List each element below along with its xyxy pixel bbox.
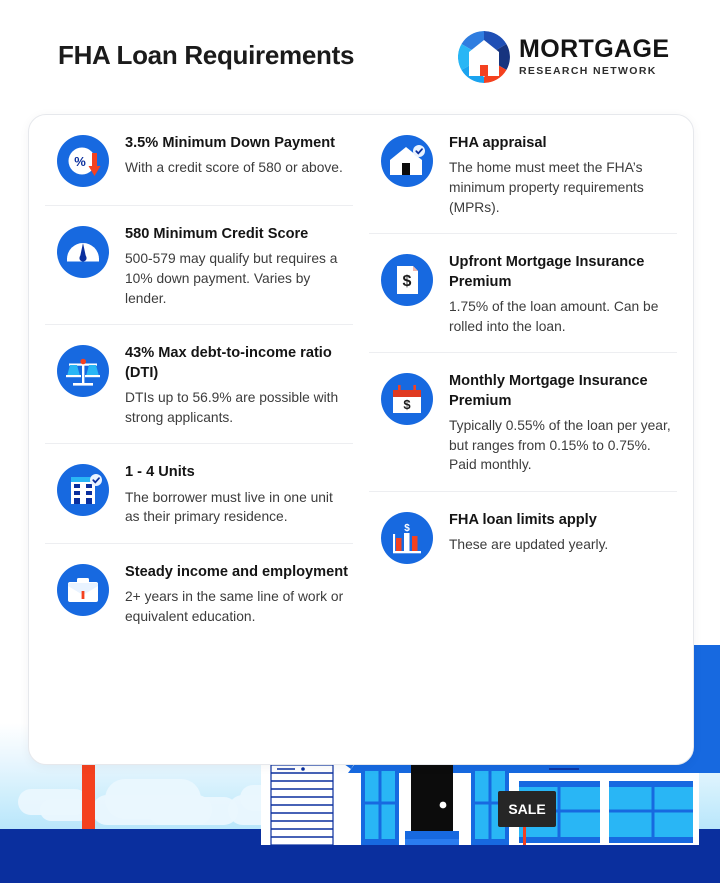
item-heading: FHA appraisal xyxy=(449,135,547,151)
apartment-building-check-icon xyxy=(55,462,111,518)
item-body: The borrower must live in one unit as th… xyxy=(125,489,333,525)
item-body: With a credit score of 580 or above. xyxy=(125,160,343,176)
briefcase-icon xyxy=(55,562,111,618)
item-body: 1.75% of the loan amount. Can be rolled … xyxy=(449,298,659,334)
item-body: 500-579 may qualify but requires a 10% d… xyxy=(125,251,338,306)
percent-down-arrow-icon: % xyxy=(55,133,111,189)
item-body: 2+ years in the same line of work or equ… xyxy=(125,589,344,624)
calendar-dollar-icon: $ xyxy=(379,371,435,427)
item-text: 3.5% Minimum Down Payment With a credit … xyxy=(125,133,351,189)
item-text: 1 - 4 Units The borrower must live in on… xyxy=(125,462,351,527)
item-heading: Steady income and employment xyxy=(125,563,349,580)
requirements-card: % 3.5% Minimum Down Payment With a credi… xyxy=(28,114,694,765)
cloud xyxy=(40,799,90,821)
requirement-item-monthly-mip: $ Monthly Mortgage Insurance Premium Typ… xyxy=(369,352,677,491)
item-heading: 43% Max debt-to-income ratio (DTI) xyxy=(125,345,332,381)
sale-sign-label: SALE xyxy=(508,801,545,817)
item-text: FHA loan limits apply These are updated … xyxy=(449,510,675,566)
brand-logo: MORTGAGE RESEARCH NETWORK xyxy=(458,31,669,83)
svg-text:$: $ xyxy=(403,273,412,290)
header: FHA Loan Requirements xyxy=(0,0,720,105)
item-heading: 3.5% Minimum Down Payment xyxy=(125,135,336,151)
item-body: The home must meet the FHA’s minimum pro… xyxy=(449,160,644,215)
gauge-house-logo-icon xyxy=(458,31,510,83)
requirement-item-appraisal: FHA appraisal The home must meet the FHA… xyxy=(369,115,677,233)
item-body: DTIs up to 56.9% are possible with stron… xyxy=(125,389,339,425)
bar-chart-dollar-icon: $ xyxy=(379,510,435,566)
requirement-item-credit-score: 580 Minimum Credit Score 500-579 may qua… xyxy=(45,205,353,324)
requirement-item-upfront-mip: $ Upfront Mortgage Insurance Premium 1.7… xyxy=(369,233,677,352)
svg-text:$: $ xyxy=(404,523,410,534)
right-column: FHA appraisal The home must meet the FHA… xyxy=(361,115,693,764)
item-heading: Upfront Mortgage Insurance Premium xyxy=(449,254,645,290)
requirement-item-down-payment: % 3.5% Minimum Down Payment With a credi… xyxy=(45,115,353,205)
item-heading: FHA loan limits apply xyxy=(449,511,597,528)
item-body: Typically 0.55% of the loan per year, bu… xyxy=(449,417,671,473)
item-text: FHA appraisal The home must meet the FHA… xyxy=(449,133,675,217)
requirement-item-units: 1 - 4 Units The borrower must live in on… xyxy=(45,443,353,543)
requirement-item-income: Steady income and employment 2+ years in… xyxy=(45,542,353,643)
dollar-document-icon: $ xyxy=(379,252,435,308)
item-heading: 580 Minimum Credit Score xyxy=(125,226,309,242)
requirement-item-loan-limits: $ FHA loan limits apply These are update… xyxy=(369,490,677,582)
credit-score-gauge-icon xyxy=(55,224,111,280)
flagpole-body xyxy=(82,749,95,829)
item-text: 43% Max debt-to-income ratio (DTI) DTIs … xyxy=(125,343,351,427)
balance-scales-icon xyxy=(55,343,111,399)
svg-text:$: $ xyxy=(403,397,411,412)
item-text: 580 Minimum Credit Score 500-579 may qua… xyxy=(125,224,351,308)
left-column: % 3.5% Minimum Down Payment With a credi… xyxy=(29,115,361,764)
item-body: These are updated yearly. xyxy=(449,537,609,553)
item-text: Upfront Mortgage Insurance Premium 1.75%… xyxy=(449,252,675,336)
page-title: FHA Loan Requirements xyxy=(58,40,355,70)
cloud xyxy=(148,797,238,825)
item-heading: Monthly Mortgage Insurance Premium xyxy=(449,373,648,409)
requirement-item-dti: 43% Max debt-to-income ratio (DTI) DTIs … xyxy=(45,324,353,443)
logo-name: MORTGAGE xyxy=(519,35,670,64)
item-heading: 1 - 4 Units xyxy=(125,464,195,481)
logo-tagline: RESEARCH NETWORK xyxy=(519,65,657,78)
house-check-icon xyxy=(379,133,435,189)
svg-text:%: % xyxy=(74,154,86,169)
item-text: Steady income and employment 2+ years in… xyxy=(125,562,351,627)
item-text: Monthly Mortgage Insurance Premium Typic… xyxy=(449,371,675,475)
